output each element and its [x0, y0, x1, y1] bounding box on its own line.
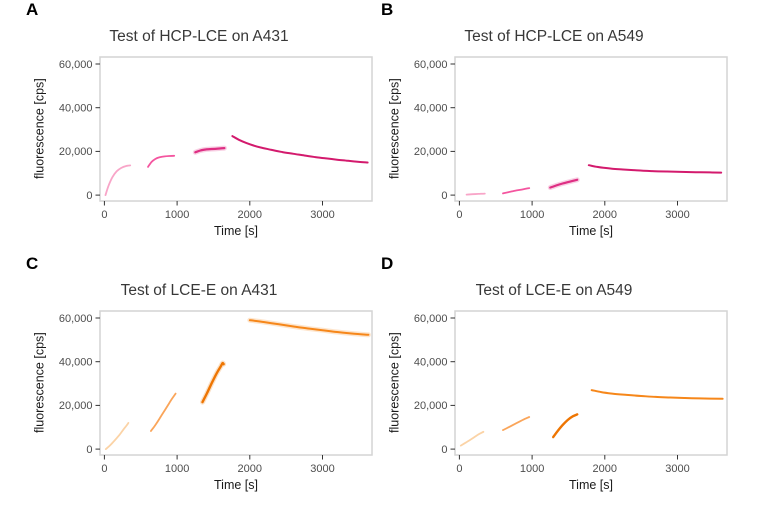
panel-a-title: Test of HCP-LCE on A431: [109, 28, 289, 45]
series-line: [201, 361, 225, 404]
x-tick-label: 0: [101, 463, 107, 475]
y-tick-label: 20,000: [414, 400, 448, 412]
x-tick-label: 3000: [310, 463, 334, 475]
y-tick-label: 40,000: [59, 103, 93, 115]
series-line: [147, 154, 176, 168]
panel-c: C Test of LCE-E on A431 fluorescence [cp…: [0, 254, 384, 507]
panel-d-x-axis-label: Time [s]: [569, 478, 613, 492]
series-line: [459, 430, 485, 447]
panel-b: B Test of HCP-LCE on A549 fluorescence […: [355, 0, 739, 253]
panel-d-title: Test of LCE-E on A549: [475, 282, 633, 299]
x-tick-label: 2000: [238, 209, 262, 221]
y-tick-label: 20,000: [59, 400, 93, 412]
y-tick-label: 20,000: [59, 146, 93, 158]
panel-c-letter: C: [26, 254, 39, 273]
panel-a-x-axis-label: Time [s]: [214, 224, 258, 238]
y-tick-label: 40,000: [414, 103, 448, 115]
y-tick-label: 0: [86, 444, 92, 456]
panel-a-letter: A: [26, 0, 39, 19]
panel-c-x-axis-label: Time [s]: [214, 478, 258, 492]
y-tick-label: 0: [86, 190, 92, 202]
panel-b-plot: 0 20,000 40,000 60,000 0 1000 2000 3000: [414, 56, 728, 221]
series-line: [231, 135, 369, 164]
series-line: [549, 178, 579, 189]
x-tick-label: 0: [456, 209, 462, 221]
x-tick-label: 3000: [665, 209, 689, 221]
series-line: [552, 413, 579, 439]
panel-c-title: Test of LCE-E on A431: [120, 282, 278, 299]
series-line: [248, 319, 370, 336]
series-line: [465, 192, 486, 196]
y-tick-label: 0: [441, 190, 447, 202]
plot-border: [99, 310, 373, 456]
panel-d: D Test of LCE-E on A549 fluorescence [cp…: [355, 254, 739, 507]
series-line: [502, 187, 531, 195]
series-line: [104, 164, 132, 196]
panel-b-letter: B: [381, 0, 394, 19]
series-line: [194, 147, 226, 154]
y-tick-label: 20,000: [414, 146, 448, 158]
x-tick-label: 1000: [520, 209, 544, 221]
y-tick-label: 60,000: [59, 313, 93, 325]
panel-c-plot: 0 20,000 40,000 60,000 0 1000 2000 3000: [59, 310, 373, 475]
y-tick-label: 40,000: [59, 357, 93, 369]
series-line: [502, 416, 531, 431]
x-tick-label: 3000: [665, 463, 689, 475]
plot-border: [454, 310, 728, 456]
plot-border: [454, 56, 728, 202]
series-line: [150, 392, 177, 432]
x-tick-label: 1000: [165, 209, 189, 221]
x-tick-label: 2000: [593, 463, 617, 475]
y-tick-label: 60,000: [414, 59, 448, 71]
series-line: [104, 422, 130, 450]
x-tick-label: 0: [101, 209, 107, 221]
panel-b-x-axis-label: Time [s]: [569, 224, 613, 238]
plot-border: [99, 56, 373, 202]
x-tick-label: 3000: [310, 209, 334, 221]
x-tick-label: 1000: [165, 463, 189, 475]
x-tick-label: 0: [456, 463, 462, 475]
panel-a-plot: 0 20,000 40,000 60,000 0 1000 2000 3000: [59, 56, 373, 221]
x-tick-label: 1000: [520, 463, 544, 475]
y-tick-label: 40,000: [414, 357, 448, 369]
y-tick-label: 60,000: [414, 313, 448, 325]
series-line: [587, 164, 723, 174]
y-tick-label: 0: [441, 444, 447, 456]
panel-d-letter: D: [381, 254, 394, 273]
series-line: [590, 389, 724, 400]
y-tick-label: 60,000: [59, 59, 93, 71]
panel-b-title: Test of HCP-LCE on A549: [464, 28, 644, 45]
panel-a: A Test of HCP-LCE on A431 fluorescence […: [0, 0, 384, 253]
panel-d-plot: 0 20,000 40,000 60,000 0 1000 2000 3000: [414, 310, 728, 475]
x-tick-label: 2000: [238, 463, 262, 475]
x-tick-label: 2000: [593, 209, 617, 221]
